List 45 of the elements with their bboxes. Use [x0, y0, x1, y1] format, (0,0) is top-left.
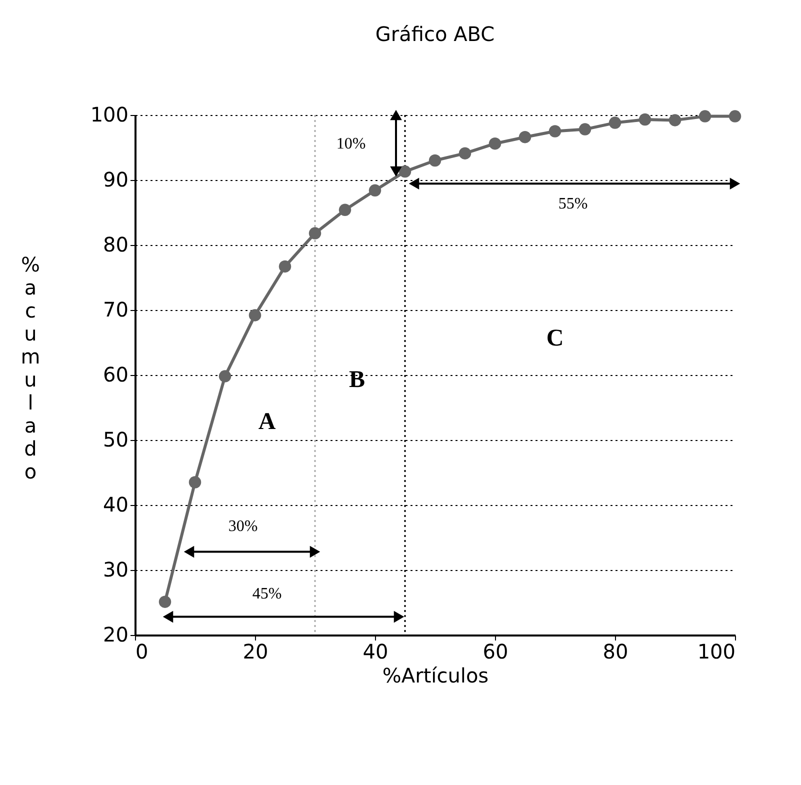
- point: [218, 370, 232, 382]
- x-tick-label: 100: [697, 640, 736, 664]
- point: [698, 110, 712, 122]
- text: %acumulado: [20, 252, 40, 484]
- y-tick-label: 70: [103, 298, 128, 322]
- point: [458, 147, 472, 160]
- point: [548, 125, 562, 138]
- x-tick-label: 20: [242, 640, 268, 664]
- point: [578, 123, 592, 136]
- chart-title: Gráfico ABC: [375, 22, 495, 46]
- point: [398, 165, 412, 178]
- annotation: 10%: [336, 136, 366, 153]
- point: [518, 130, 532, 144]
- annotation: C: [546, 326, 564, 352]
- y-tick-label: 80: [103, 232, 128, 256]
- x-tick-label: 40: [362, 640, 388, 664]
- point: [638, 113, 652, 126]
- point: [368, 184, 382, 197]
- y-tick-label: 100: [90, 102, 128, 126]
- x-axis-title: %Artículos: [382, 664, 489, 688]
- y-tick-label: 20: [103, 622, 128, 646]
- x-tick-label: 80: [602, 640, 628, 664]
- point: [338, 204, 352, 216]
- annotation: B: [348, 367, 366, 394]
- y-tick-label: 30: [103, 558, 128, 582]
- annotation: A: [258, 408, 276, 435]
- y-tick-label: 50: [103, 428, 128, 452]
- point: [308, 227, 322, 240]
- point: [428, 154, 442, 167]
- point: [158, 596, 172, 608]
- x-tick-label: 0: [136, 640, 148, 664]
- point: [248, 309, 262, 322]
- point: [728, 110, 742, 122]
- point: [278, 260, 292, 273]
- point: [608, 116, 622, 129]
- annotation: 45%: [252, 585, 282, 602]
- y-tick-label: 60: [103, 362, 128, 386]
- y-tick-label: 90: [103, 168, 128, 192]
- point: [188, 476, 202, 488]
- annotation: 30%: [228, 518, 258, 535]
- annotation: 55%: [558, 195, 588, 212]
- point: [488, 137, 502, 150]
- point: [668, 114, 682, 126]
- y-tick-label: 40: [103, 492, 128, 516]
- x-tick-label: 60: [482, 640, 508, 664]
